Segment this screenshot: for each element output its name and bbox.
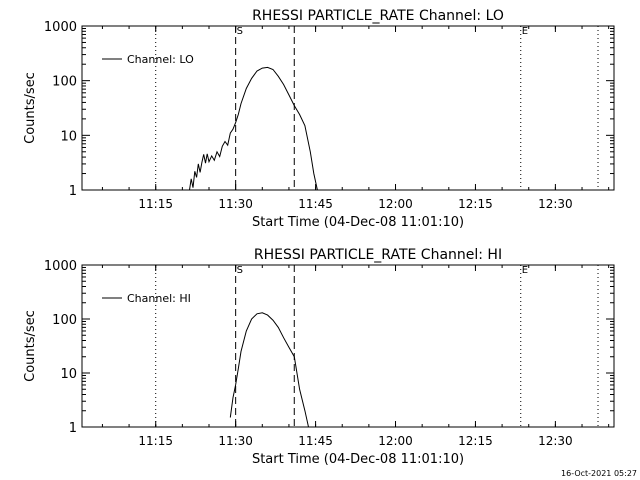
x-tick-label: 11:15 <box>138 197 173 211</box>
legend-label: Channel: LO <box>127 53 194 66</box>
y-axis-label: Counts/sec <box>23 72 38 144</box>
y-tick-label: 1 <box>69 421 77 436</box>
plot-frame <box>81 25 615 191</box>
x-axis-label: Start Time (04-Dec-08 11:01:10) <box>252 215 464 230</box>
y-tick-label: 10 <box>60 129 77 144</box>
y-axis-label: Counts/sec <box>23 310 38 382</box>
y-tick-label: 1000 <box>44 259 77 274</box>
marker-label: E <box>522 26 528 37</box>
x-tick-label: 12:00 <box>378 434 413 448</box>
x-tick-label: 11:45 <box>298 434 333 448</box>
chart-title: RHESSI PARTICLE_RATE Channel: HI <box>254 247 502 263</box>
hi-channel-panel: RHESSI PARTICLE_RATE Channel: HI 11:15 11:… <box>23 247 615 467</box>
x-tick-label: 11:15 <box>138 434 173 448</box>
lo-channel-panel: RHESSI PARTICLE_RATE Channel: LO 11:15 11:… <box>23 8 615 230</box>
chart-title: RHESSI PARTICLE_RATE Channel: LO <box>252 8 504 24</box>
x-tick-label: 11:30 <box>218 434 253 448</box>
legend-label: Channel: HI <box>127 292 191 305</box>
footer-timestamp: 16-Oct-2021 05:27 <box>561 469 637 478</box>
series-line <box>229 312 309 428</box>
x-tick-label: 11:30 <box>218 197 253 211</box>
marker-label: S <box>237 265 243 276</box>
y-tick-label: 100 <box>52 75 77 90</box>
y-tick-label: 1000 <box>44 20 77 35</box>
marker-label: E <box>522 265 528 276</box>
y-tick-label: 100 <box>52 313 77 328</box>
x-axis-label: Start Time (04-Dec-08 11:01:10) <box>252 452 464 467</box>
series-line <box>189 66 318 191</box>
x-tick-label: 12:00 <box>378 197 413 211</box>
y-tick-label: 10 <box>60 367 77 382</box>
y-tick-label: 1 <box>69 184 77 199</box>
x-tick-label: 12:30 <box>538 434 573 448</box>
x-tick-label: 12:15 <box>458 197 493 211</box>
x-tick-label: 12:30 <box>538 197 573 211</box>
plot-frame <box>81 264 615 428</box>
x-tick-label: 12:15 <box>458 434 493 448</box>
x-tick-label: 11:45 <box>298 197 333 211</box>
marker-label: S <box>237 26 243 37</box>
